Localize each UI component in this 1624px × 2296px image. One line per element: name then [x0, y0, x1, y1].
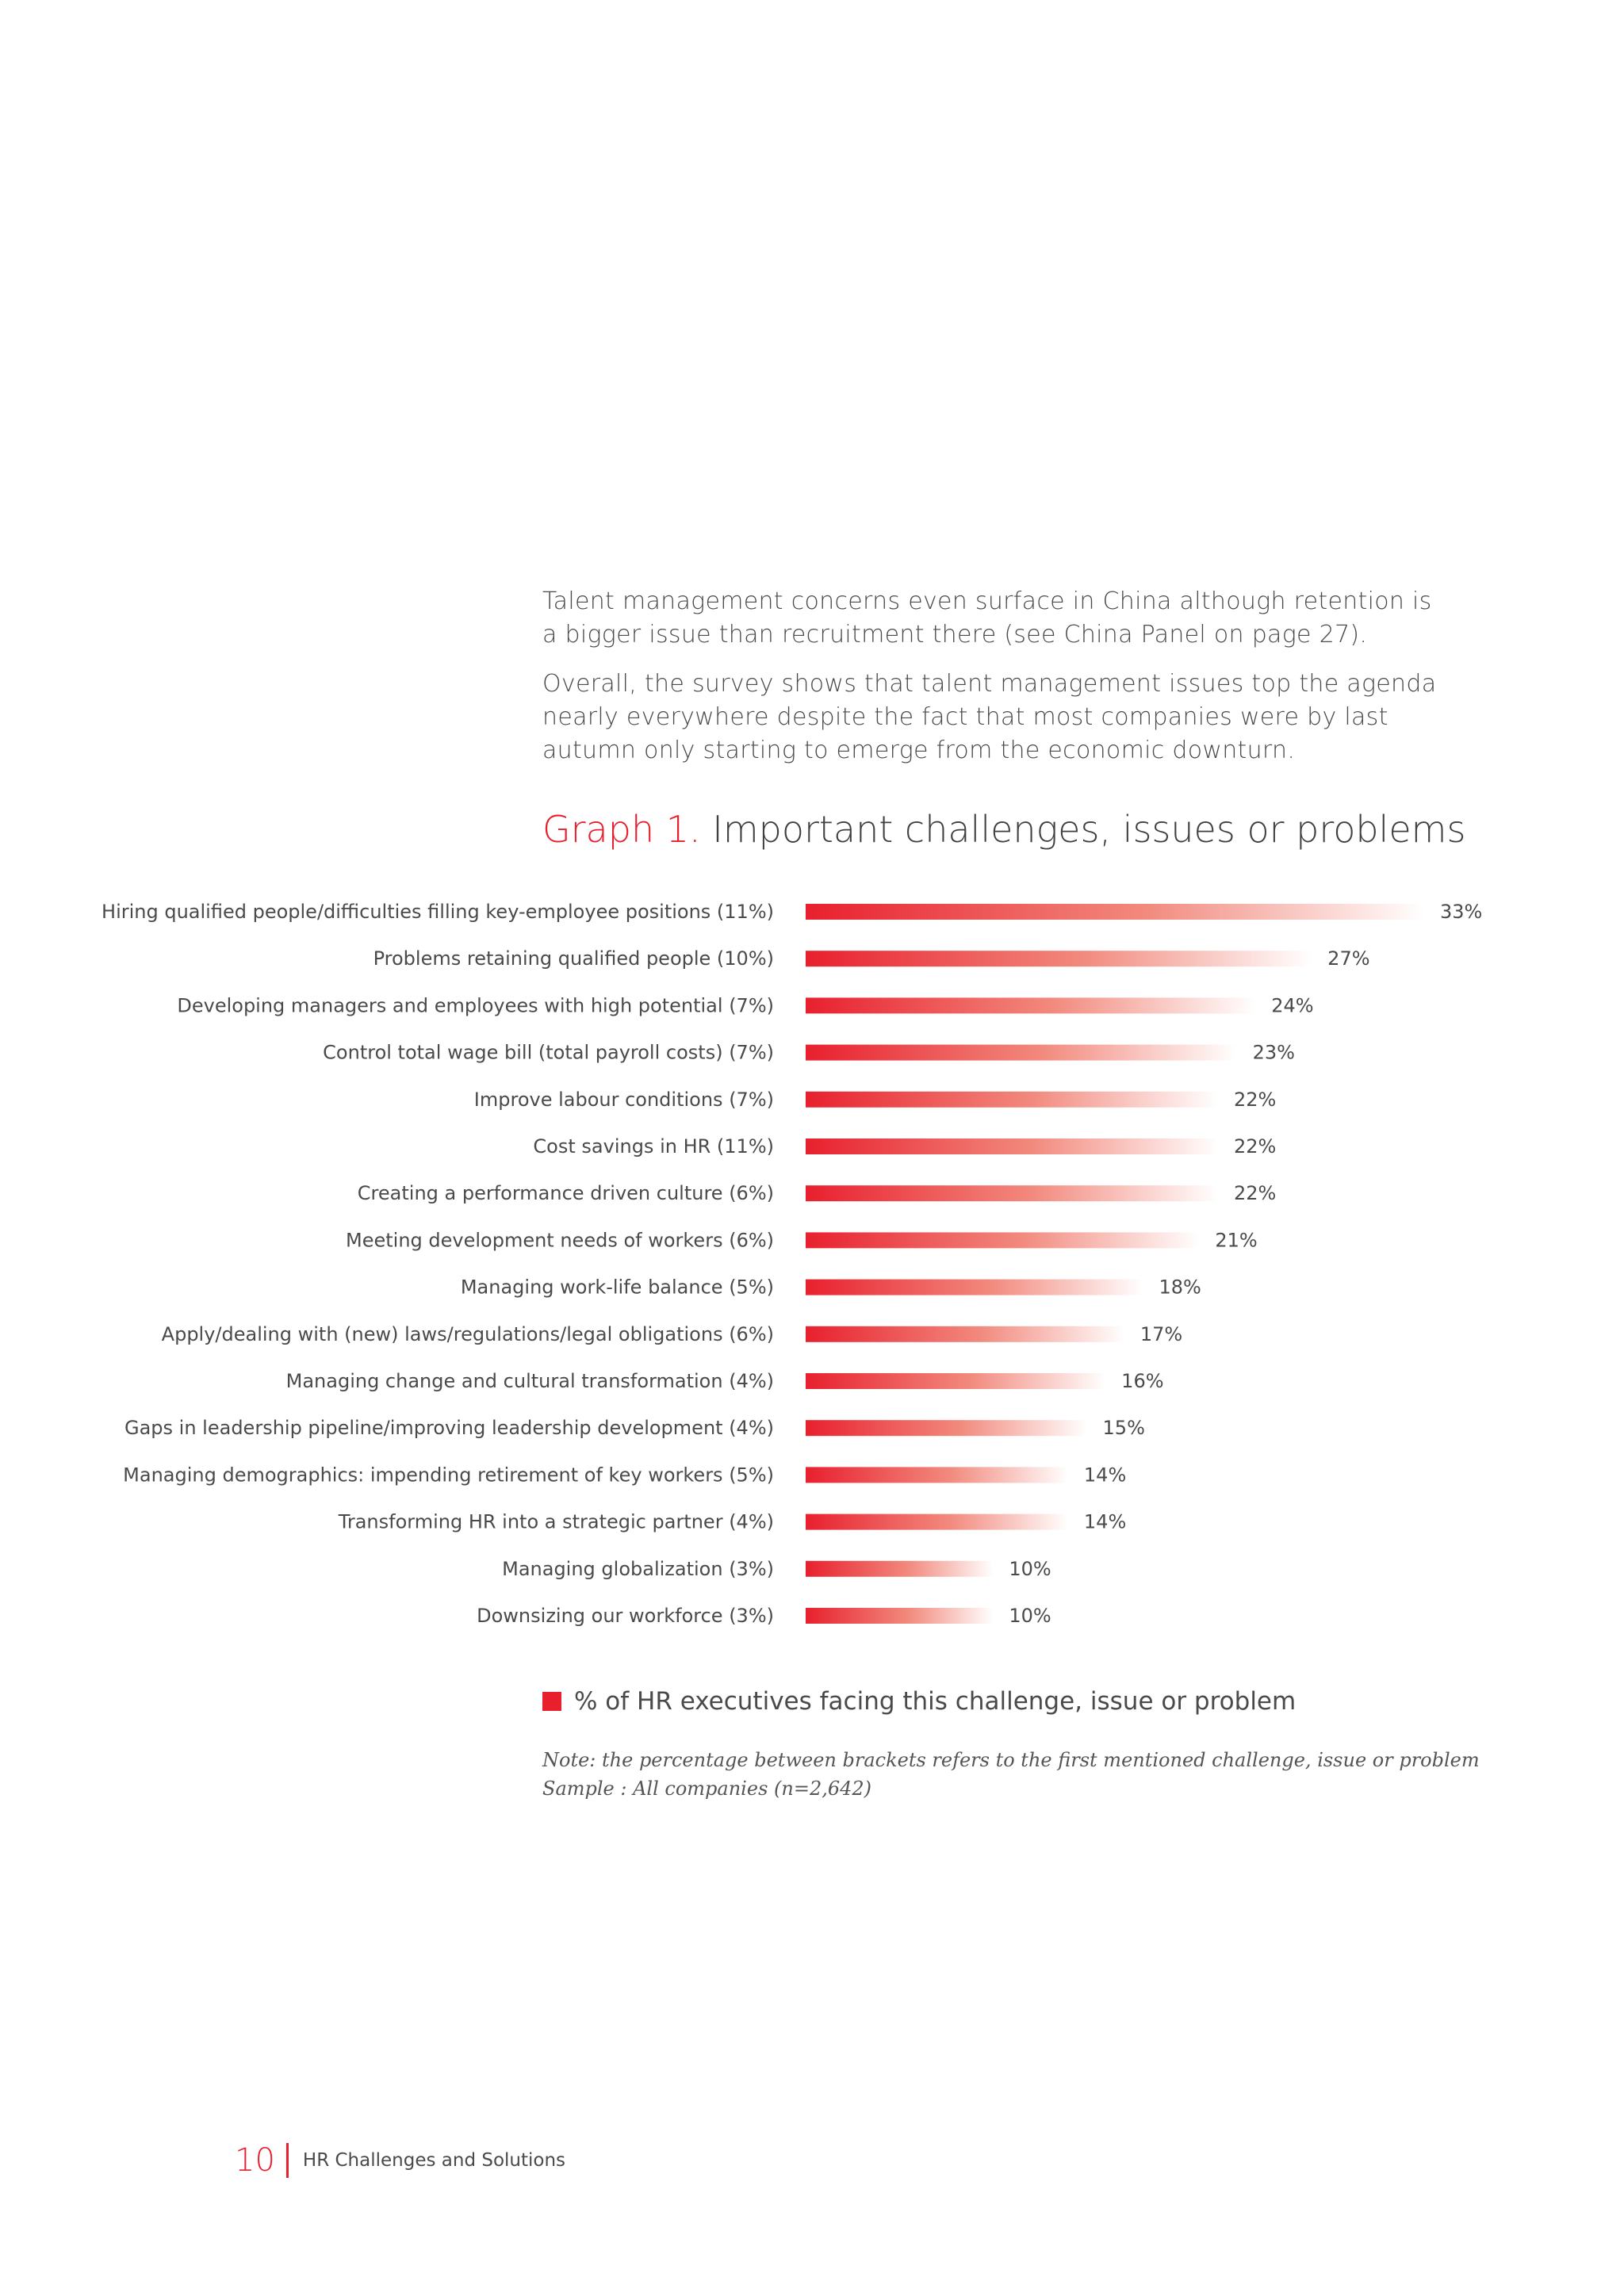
bar [806, 1420, 1087, 1437]
bar [806, 951, 1312, 967]
bar [806, 1608, 994, 1624]
legend-swatch [542, 1692, 561, 1711]
value-label: 14% [1084, 1464, 1126, 1486]
category-label: Problems retaining qualified people (10%… [373, 947, 774, 970]
bar [806, 1279, 1143, 1295]
bar [806, 1560, 994, 1577]
category-label: Meeting development needs of workers (6%… [346, 1229, 774, 1251]
footer-title: HR Challenges and Solutions [302, 2150, 566, 2171]
intro-paragraph-2: Overall, the survey shows that talent ma… [542, 670, 1437, 764]
bar [806, 997, 1256, 1014]
bar [806, 1044, 1237, 1061]
category-label: Creating a performance driven culture (6… [358, 1182, 774, 1204]
bar-chart: Hiring qualified people/difficulties fil… [102, 901, 1482, 1627]
value-label: 24% [1271, 994, 1313, 1016]
bar [806, 1232, 1200, 1249]
category-label: Downsizing our workforce (3%) [477, 1605, 774, 1627]
bar [806, 1185, 1218, 1202]
category-label: Cost savings in HR (11%) [533, 1135, 774, 1158]
category-label: Managing globalization (3%) [502, 1558, 774, 1580]
bar [806, 904, 1424, 920]
category-label: Hiring qualified people/difficulties fil… [102, 901, 774, 923]
graph-title: Graph 1. Important challenges, issues or… [542, 806, 1465, 853]
value-label: 22% [1234, 1089, 1276, 1111]
legend-label: % of HR executives facing this challenge… [574, 1687, 1297, 1716]
value-label: 17% [1140, 1323, 1182, 1345]
value-label: 10% [1009, 1605, 1051, 1627]
page-number: 10 [235, 2142, 275, 2179]
value-label: 22% [1234, 1182, 1276, 1204]
category-label: Managing demographics: impending retirem… [123, 1464, 774, 1486]
chart-note: Note: the percentage between brackets re… [542, 1746, 1480, 1803]
value-label: 27% [1327, 947, 1369, 970]
category-label: Developing managers and employees with h… [177, 994, 774, 1016]
value-label: 23% [1253, 1042, 1295, 1064]
value-label: 18% [1159, 1276, 1201, 1299]
value-label: 21% [1215, 1229, 1257, 1251]
graph-title-text: Important challenges, issues or problems [712, 808, 1466, 851]
value-label: 10% [1009, 1558, 1051, 1580]
bar [806, 1091, 1218, 1108]
chart-legend: % of HR executives facing this challenge… [542, 1686, 1296, 1717]
category-label: Managing change and cultural transformat… [286, 1370, 774, 1392]
footer-divider [285, 2143, 289, 2178]
category-label: Gaps in leadership pipeline/improving le… [124, 1417, 774, 1439]
intro-paragraph-1: Talent management concerns even surface … [542, 587, 1432, 649]
category-label: Control total wage bill (total payroll c… [323, 1042, 774, 1064]
value-label: 15% [1103, 1417, 1145, 1439]
value-label: 22% [1234, 1135, 1276, 1158]
bar [806, 1138, 1218, 1154]
note-line-2: Sample : All companies (n=2,642) [542, 1777, 872, 1800]
category-label: Transforming HR into a strategic partner… [338, 1511, 774, 1533]
value-label: 33% [1440, 901, 1482, 923]
value-label: 16% [1121, 1370, 1163, 1392]
page-footer: 10 HR Challenges and Solutions [235, 2141, 565, 2180]
bar [806, 1373, 1106, 1389]
note-line-1: Note: the percentage between brackets re… [542, 1749, 1480, 1771]
bar [806, 1467, 1068, 1483]
value-label: 14% [1084, 1511, 1126, 1533]
category-label: Apply/dealing with (new) laws/regulation… [162, 1323, 774, 1345]
bar [806, 1326, 1124, 1342]
bar [806, 1513, 1068, 1530]
intro-text: Talent management concerns even surface … [542, 585, 1438, 783]
graph-title-prefix: Graph 1. [542, 808, 701, 851]
category-label: Managing work-life balance (5%) [461, 1276, 774, 1299]
category-label: Improve labour conditions (7%) [474, 1089, 774, 1111]
